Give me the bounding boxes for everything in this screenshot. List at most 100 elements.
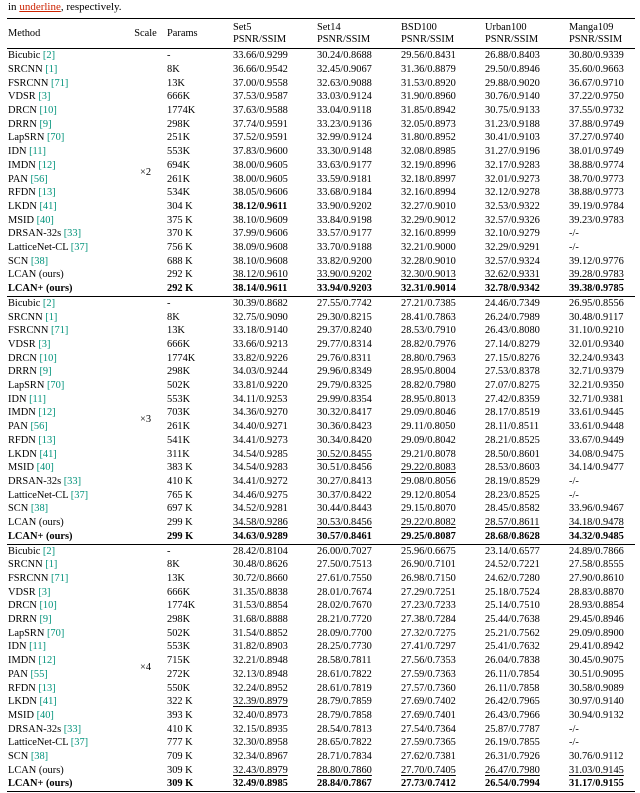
psnr-ssim-value: 39.38/0.9785: [569, 283, 624, 295]
psnr-ssim-value: 27.53/0.8378: [485, 366, 540, 378]
citation-link[interactable]: [56]: [27, 421, 48, 433]
psnr-ssim-value: 32.39/0.8979: [233, 696, 288, 708]
psnr-ssim-value: 33.18/0.9140: [233, 325, 288, 337]
citation-link[interactable]: [70]: [44, 627, 65, 639]
psnr-ssim-value: 28.80/0.7860: [317, 764, 372, 776]
psnr-ssim-value: 38.01/0.9749: [569, 146, 624, 158]
citation-link[interactable]: [1]: [42, 311, 58, 323]
citation-link[interactable]: [40]: [33, 709, 54, 721]
params-value: 13K: [167, 325, 185, 337]
psnr-ssim-value: 30.97/0.9140: [569, 696, 624, 708]
citation-link[interactable]: [1]: [42, 559, 58, 571]
citation-link[interactable]: [10]: [36, 352, 57, 364]
citation-link[interactable]: [70]: [44, 132, 65, 144]
citation-link[interactable]: [41]: [36, 200, 57, 212]
table-row-lcan-ours-: LCAN (ours) 299 K 34.58/0.9286 30.53/0.8456…: [7, 516, 635, 530]
citation-link[interactable]: [38]: [28, 255, 49, 267]
citation-link[interactable]: [13]: [35, 187, 56, 199]
psnr-ssim-value: 38.09/0.9608: [233, 242, 288, 254]
citation-link[interactable]: [41]: [36, 448, 57, 460]
citation-link[interactable]: [10]: [36, 105, 57, 116]
citation-link[interactable]: [10]: [36, 600, 57, 612]
psnr-ssim-value: 27.70/0.7405: [401, 764, 456, 776]
psnr-ssim-value: 27.50/0.7513: [317, 559, 372, 571]
citation-link[interactable]: [33]: [61, 723, 82, 735]
citation-link[interactable]: [55]: [27, 668, 48, 680]
citation-link[interactable]: [41]: [36, 696, 57, 708]
params-value: 765 K: [167, 489, 193, 501]
params-value: 8K: [167, 559, 180, 571]
citation-link[interactable]: [40]: [33, 214, 54, 226]
citation-link[interactable]: [56]: [27, 173, 48, 185]
psnr-ssim-value: 28.61/0.7822: [317, 668, 372, 680]
citation-link[interactable]: [9]: [36, 366, 52, 378]
citation-link[interactable]: [12]: [35, 159, 56, 171]
table-row-lapsrn: LapSRN [70] 251K 37.52/0.9591 32.99/0.9124 3…: [7, 131, 635, 145]
citation-link[interactable]: [37]: [68, 242, 89, 254]
psnr-ssim-value: 27.69/0.7401: [401, 709, 456, 721]
method-name: Bicubic [2]: [7, 543, 124, 559]
citation-link[interactable]: [40]: [33, 462, 54, 474]
citation-link[interactable]: [3]: [35, 586, 51, 598]
citation-link[interactable]: [2]: [40, 297, 56, 309]
method-label: PAN: [8, 668, 28, 680]
psnr-ssim-value: 32.13/0.8948: [233, 668, 288, 680]
table-row-rfdn: RFDN [13] 550K 32.24/0.8952 28.61/0.7819 27.…: [7, 682, 635, 696]
citation-link[interactable]: [71]: [48, 77, 69, 89]
table-row-drrn: DRRN [9] 298K 31.68/0.8888 28.21/0.7720 27.3…: [7, 613, 635, 627]
psnr-ssim-value: 32.63/0.9088: [317, 77, 372, 89]
citation-link[interactable]: [11]: [26, 641, 46, 653]
method-name: DRSAN-32s [33]: [7, 227, 124, 241]
psnr-ssim-value: 38.88/0.9773: [569, 187, 624, 199]
citation-link[interactable]: [33]: [61, 475, 82, 487]
citation-link[interactable]: [37]: [68, 737, 89, 749]
psnr-ssim-value: 37.83/0.9600: [233, 146, 288, 158]
citation-link[interactable]: [33]: [61, 228, 82, 240]
citation-link[interactable]: [71]: [48, 572, 69, 584]
citation-link[interactable]: [9]: [36, 614, 52, 626]
table-row-idn: IDN [11] 553K 37.83/0.9600 33.30/0.9148 32.0…: [7, 145, 635, 159]
table-row-lcan-ours-: LCAN (ours) 309 K 32.43/0.8979 28.80/0.7860…: [7, 764, 635, 778]
method-name: LatticeNet-CL [37]: [7, 489, 124, 503]
citation-link[interactable]: [11]: [26, 393, 46, 405]
method-label: SCN: [8, 255, 29, 267]
citation-link[interactable]: [38]: [28, 751, 49, 763]
psnr-ssim-value: 30.75/0.9133: [485, 105, 540, 116]
table-row-drcn: DRCN [10] 1774K 31.53/0.8854 28.02/0.7670 27…: [7, 599, 635, 613]
citation-link[interactable]: [38]: [28, 503, 49, 515]
table-row-imdn: IMDN [12] 694K 38.00/0.9605 33.63/0.9177 32.…: [7, 159, 635, 173]
citation-link[interactable]: [3]: [35, 91, 51, 103]
citation-link[interactable]: [2]: [40, 50, 56, 62]
method-label: DRCN: [8, 105, 37, 116]
citation-link[interactable]: [1]: [42, 63, 58, 75]
psnr-ssim-value: 29.25/0.8087: [401, 530, 456, 542]
citation-link[interactable]: [12]: [35, 655, 56, 667]
citation-link[interactable]: [71]: [48, 325, 69, 337]
psnr-ssim-value: 28.57/0.8611: [485, 517, 540, 529]
psnr-ssim-value: 32.10/0.9279: [485, 228, 540, 240]
table-row-srcnn: SRCNN [1] 8K 32.75/0.9090 29.30/0.8215 28.41…: [7, 311, 635, 325]
citation-link[interactable]: [13]: [35, 682, 56, 694]
psnr-ssim-value: 33.03/0.9124: [317, 91, 372, 103]
header-method: Method: [7, 17, 124, 50]
psnr-ssim-value: 32.71/0.9381: [569, 393, 624, 405]
citation-link[interactable]: [3]: [35, 338, 51, 350]
method-name: LKDN [41]: [7, 695, 124, 709]
psnr-ssim-value: 32.28/0.9010: [401, 255, 456, 267]
citation-link[interactable]: [11]: [26, 146, 46, 158]
dataset-name: BSD100: [401, 22, 437, 33]
psnr-ssim-value: 27.57/0.7360: [401, 682, 456, 694]
psnr-ssim-value: 24.89/0.7866: [569, 543, 635, 559]
citation-link[interactable]: [2]: [40, 545, 56, 557]
method-label: LCAN+ (ours): [8, 283, 73, 295]
psnr-ssim-value: 32.05/0.8973: [401, 118, 456, 130]
psnr-ssim-value: 38.00/0.9605: [233, 173, 288, 185]
citation-link[interactable]: [12]: [35, 407, 56, 419]
citation-link[interactable]: [9]: [36, 118, 52, 130]
citation-link[interactable]: [70]: [44, 380, 65, 392]
method-label: DRSAN-32s: [8, 228, 62, 240]
citation-link[interactable]: [13]: [35, 434, 56, 446]
citation-link[interactable]: [37]: [68, 489, 89, 501]
psnr-ssim-value: 30.76/0.9112: [569, 751, 624, 763]
